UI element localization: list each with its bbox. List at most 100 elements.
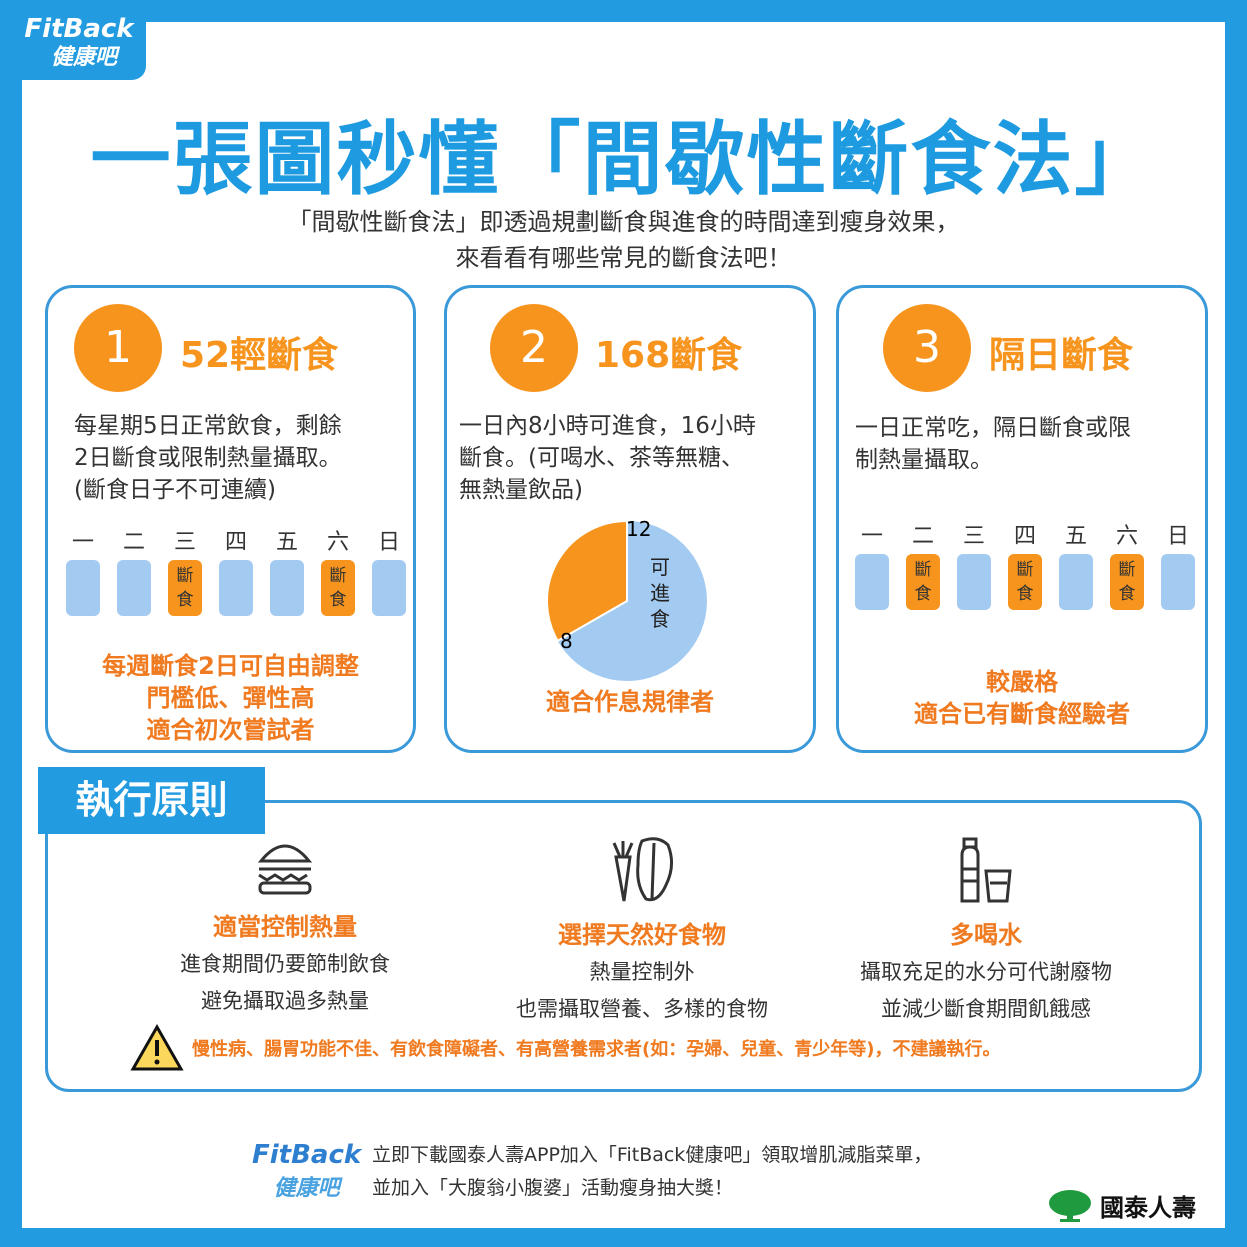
warning-icon — [130, 1024, 184, 1071]
method-card-alternate: 3 隔日斷食 一日正常吃，隔日斷食或限 制熱量攝取。 一二斷食三四斷食五六斷食日… — [836, 285, 1208, 753]
principle-calories: 適當控制熱量 進食期間仍要節制飲食 避免攝取過多熱量 — [105, 835, 465, 1020]
note-line: 適合已有斷食經驗者 — [914, 700, 1130, 728]
fasting-day-block: 斷食 — [1110, 554, 1144, 610]
method-desc: 一日正常吃，隔日斷食或限 制熱量攝取。 — [855, 412, 1195, 476]
principles-title: 執行原則 — [38, 767, 265, 834]
logo-zh: 健康吧 — [273, 1176, 340, 1201]
weekday-4: 五 — [270, 524, 304, 616]
principle-heading: 多喝水 — [950, 921, 1022, 949]
principle-line: 也需攝取營養、多樣的食物 — [516, 997, 768, 1021]
fitback-logo: FitBack 健康吧 — [22, 0, 146, 80]
method-note: 較嚴格 適合已有斷食經驗者 — [839, 666, 1205, 730]
note-line: 每週斷食2日可自由調整 — [102, 652, 359, 680]
eat-label: 可進食 — [650, 555, 670, 631]
desc-line: 制熱量攝取。 — [855, 447, 993, 473]
desc-line: 一日正常吃，隔日斷食或限 — [855, 415, 1131, 441]
logo-en: FitBack — [24, 14, 134, 44]
desc-line: 每星期5日正常飲食，剩餘 — [74, 413, 342, 439]
principle-line: 進食期間仍要節制飲食 — [180, 952, 390, 976]
vegetables-icon — [612, 837, 673, 902]
weekday-label: 五 — [275, 530, 298, 555]
eating-day-block — [117, 560, 151, 616]
eating-day-block — [219, 560, 253, 616]
tree-icon — [1049, 1189, 1091, 1222]
fast-label: 斷 — [1118, 560, 1136, 580]
principle-heading: 選擇天然好食物 — [558, 921, 726, 949]
warning-row: 慢性病、腸胃功能不佳、有飲食障礙者、有高營養需求者(如：孕婦、兒童、青少年等)，… — [130, 1024, 1000, 1072]
weekday-0: 一 — [66, 524, 100, 616]
weekday-1: 二斷食 — [906, 518, 940, 610]
eating-day-block — [270, 560, 304, 616]
fasting-day-block: 斷食 — [1008, 554, 1042, 610]
weekday-3: 四斷食 — [1008, 518, 1042, 610]
principle-line: 熱量控制外 — [589, 960, 695, 984]
fast-label: 斷 — [1016, 560, 1034, 580]
principle-water: 多喝水 攝取充足的水分可代謝廢物 並減少斷食期間飢餓感 — [806, 835, 1166, 1028]
eating-day-block — [1059, 554, 1093, 610]
weekday-6: 日 — [1161, 518, 1195, 610]
weekday-label: 日 — [377, 530, 400, 555]
fast-label: 斷 — [914, 560, 932, 580]
water-bottle-icon — [960, 837, 1012, 903]
principle-line: 避免攝取過多熱量 — [201, 989, 369, 1013]
fast-label: 食 — [914, 584, 932, 604]
clock-pie-chart: 12 8 — [546, 517, 707, 681]
eating-day-block — [1161, 554, 1195, 610]
weekday-label: 四 — [224, 530, 247, 555]
week-calendar: 一二三斷食四五六斷食日 — [66, 524, 406, 616]
weekday-label: 一 — [71, 530, 94, 555]
weekday-label: 六 — [1115, 524, 1138, 549]
method-title: 52輕斷食 — [180, 335, 339, 376]
weekday-5: 六斷食 — [321, 524, 355, 616]
method-card-168: 2 168斷食 一日內8小時可進食，16小時 斷食。(可喝水、茶等無糖、 無熱量… — [444, 285, 816, 753]
step-number: 1 — [74, 304, 162, 392]
fast-slice — [546, 519, 628, 643]
weekday-label: 三 — [173, 530, 196, 555]
logo-zh: 健康吧 — [50, 45, 117, 70]
note-line: 門檻低、彈性高 — [146, 684, 315, 712]
weekday-5: 六斷食 — [1110, 518, 1144, 610]
fasting-day-block: 斷食 — [321, 560, 355, 616]
weekday-label: 四 — [1013, 524, 1036, 549]
burger-icon — [257, 844, 313, 895]
method-note: 適合作息規律者 — [546, 688, 714, 716]
cathay-logo: 國泰人壽 — [1048, 1188, 1196, 1223]
subtitle-line: 來看看有哪些常見的斷食法吧！ — [455, 244, 792, 272]
weekday-label: 一 — [860, 524, 883, 549]
principle-line: 並減少斷食期間飢餓感 — [881, 997, 1091, 1021]
pie-label-12: 12 — [626, 517, 651, 541]
fasting-day-block: 斷食 — [168, 560, 202, 616]
weekday-0: 一 — [855, 518, 889, 610]
desc-line: 斷食。(可喝水、茶等無糖、 — [459, 445, 744, 471]
desc-line: 2日斷食或限制熱量攝取。 — [74, 445, 342, 471]
pie-label-8: 8 — [560, 629, 573, 653]
eating-day-block — [372, 560, 406, 616]
method-title: 隔日斷食 — [989, 335, 1134, 376]
fitback-footer-logo: FitBack 健康吧 — [252, 1140, 361, 1202]
fast-label: 斷 — [329, 566, 347, 586]
footer-line: 並加入「大腹翁小腹婆」活動瘦身抽大獎！ — [372, 1177, 734, 1199]
eating-day-block — [855, 554, 889, 610]
note-line: 較嚴格 — [986, 668, 1058, 696]
weekday-label: 六 — [326, 530, 349, 555]
desc-line: (斷食日子不可連續) — [74, 477, 276, 503]
principles-box — [45, 800, 1202, 1092]
method-desc: 一日內8小時可進食，16小時 斷食。(可喝水、茶等無糖、 無熱量飲品) — [459, 410, 814, 506]
fasting-day-block: 斷食 — [906, 554, 940, 610]
desc-line: 一日內8小時可進食，16小時 — [459, 413, 756, 439]
page-title: 一張圖秒懂「間歇性斷食法」 — [90, 113, 1157, 206]
weekday-label: 日 — [1166, 524, 1189, 549]
logo-en: FitBack — [252, 1140, 362, 1170]
fast-label: 斷 — [176, 566, 194, 586]
step-number: 2 — [490, 304, 578, 392]
weekday-label: 二 — [122, 530, 145, 555]
principle-heading: 適當控制熱量 — [213, 913, 357, 941]
weekday-4: 五 — [1059, 518, 1093, 610]
eating-day-block — [66, 560, 100, 616]
note-line: 適合初次嘗試者 — [146, 716, 315, 744]
eating-day-block — [957, 554, 991, 610]
fast-label: 食 — [329, 590, 347, 610]
weekday-3: 四 — [219, 524, 253, 616]
desc-line: 無熱量飲品) — [459, 477, 583, 503]
weekday-2: 三斷食 — [168, 524, 202, 616]
